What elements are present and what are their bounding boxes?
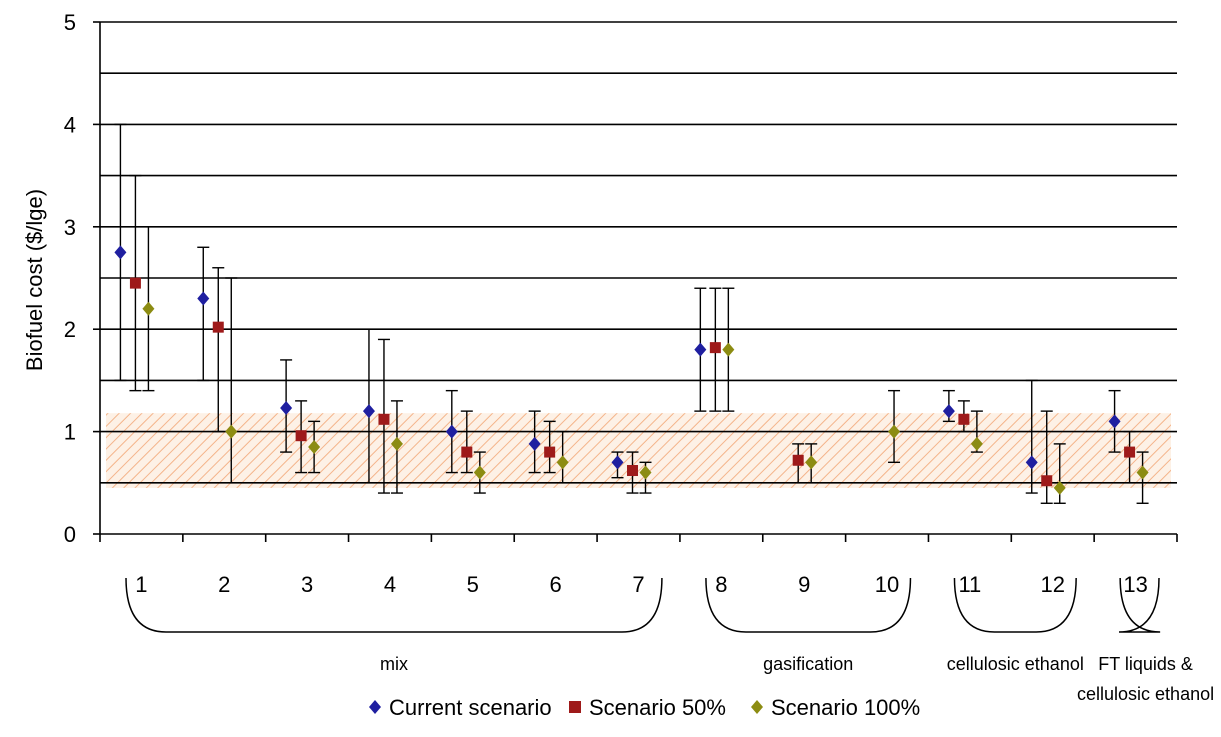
- data-point: [544, 446, 556, 458]
- legend-marker: [569, 701, 581, 713]
- data-point: [212, 321, 224, 333]
- legend-marker: [369, 700, 381, 714]
- x-tick-label: 13: [1123, 572, 1147, 597]
- x-tick-label: 5: [467, 572, 479, 597]
- data-point: [295, 430, 307, 442]
- data-point: [709, 342, 721, 354]
- x-tick-label: 7: [632, 572, 644, 597]
- legend-label: Scenario 100%: [771, 695, 920, 720]
- data-point: [528, 436, 541, 451]
- gridlines: [100, 21, 1177, 484]
- y-tick-labels: 0 1 2 3 4 5: [64, 10, 76, 547]
- x-tick-label: 6: [550, 572, 562, 597]
- group-label: FT liquids &: [1098, 654, 1193, 674]
- y-tick-label: 0: [64, 522, 76, 547]
- data-point: [142, 301, 155, 316]
- y-tick-label: 2: [64, 317, 76, 342]
- data-point: [473, 465, 486, 480]
- data-point: [1124, 446, 1136, 458]
- data-point: [970, 436, 983, 451]
- x-tick-label: 8: [715, 572, 727, 597]
- data-point: [461, 446, 473, 458]
- x-tick-label: 12: [1040, 572, 1064, 597]
- category-groups: mix gasification cellulosic ethanol FT liqu…: [125, 577, 1214, 704]
- group-label: cellulosic ethanol: [1077, 684, 1214, 704]
- y-tick-label: 1: [64, 420, 76, 445]
- x-tick-label: 2: [218, 572, 230, 597]
- data-point: [639, 465, 652, 480]
- legend: Current scenario Scenario 50% Scenario 100…: [369, 695, 920, 720]
- data-point: [197, 291, 210, 306]
- data-point: [627, 465, 638, 477]
- data-point: [129, 277, 141, 289]
- axes: [93, 21, 1178, 542]
- y-axis-title: Biofuel cost ($/lge): [22, 189, 47, 371]
- group-label: gasification: [763, 654, 853, 674]
- group-brace: [705, 577, 912, 633]
- y-tick-label: 4: [64, 112, 76, 137]
- group-label: mix: [380, 654, 408, 674]
- x-tick-label: 9: [798, 572, 810, 597]
- data-point: [362, 404, 375, 419]
- data-point: [1108, 414, 1121, 429]
- data-point: [280, 401, 293, 416]
- x-tick-labels: 1 2 3 4 5 6 7 8 9 10 11 12 13: [135, 572, 1148, 597]
- data-point: [1025, 455, 1038, 470]
- data-point: [308, 439, 321, 454]
- legend-label: Scenario 50%: [589, 695, 726, 720]
- data-point: [722, 342, 735, 357]
- data-point: [1136, 465, 1149, 480]
- shaded-band: [106, 413, 1171, 488]
- legend-marker: [751, 700, 763, 714]
- legend-label: Current scenario: [389, 695, 552, 720]
- data-point: [114, 245, 127, 260]
- series-2: [129, 174, 1136, 504]
- series-3: [142, 226, 1149, 504]
- series-1: [114, 123, 1121, 494]
- shaded-band-layer: [106, 413, 1171, 488]
- group-brace: [125, 577, 663, 633]
- data-series: [114, 123, 1149, 504]
- y-tick-label: 3: [64, 215, 76, 240]
- data-point: [958, 413, 970, 425]
- data-point: [888, 424, 901, 439]
- x-tick-label: 11: [958, 572, 981, 597]
- data-point: [611, 455, 624, 470]
- y-tick-label: 5: [64, 10, 76, 35]
- data-point: [225, 424, 238, 439]
- data-point: [378, 413, 390, 425]
- data-point: [942, 404, 955, 419]
- x-tick-label: 3: [301, 572, 313, 597]
- data-point: [792, 454, 804, 466]
- data-point: [556, 455, 569, 470]
- data-point: [1053, 480, 1066, 495]
- data-point: [445, 424, 458, 439]
- data-point: [390, 436, 403, 451]
- data-point: [694, 342, 707, 357]
- data-point: [805, 455, 818, 470]
- x-tick-label: 10: [875, 572, 899, 597]
- group-brace: [1118, 577, 1161, 633]
- group-brace: [953, 577, 1077, 633]
- data-point: [1041, 475, 1053, 487]
- x-tick-label: 4: [384, 572, 396, 597]
- x-tick-label: 1: [135, 572, 147, 597]
- group-label: cellulosic ethanol: [947, 654, 1084, 674]
